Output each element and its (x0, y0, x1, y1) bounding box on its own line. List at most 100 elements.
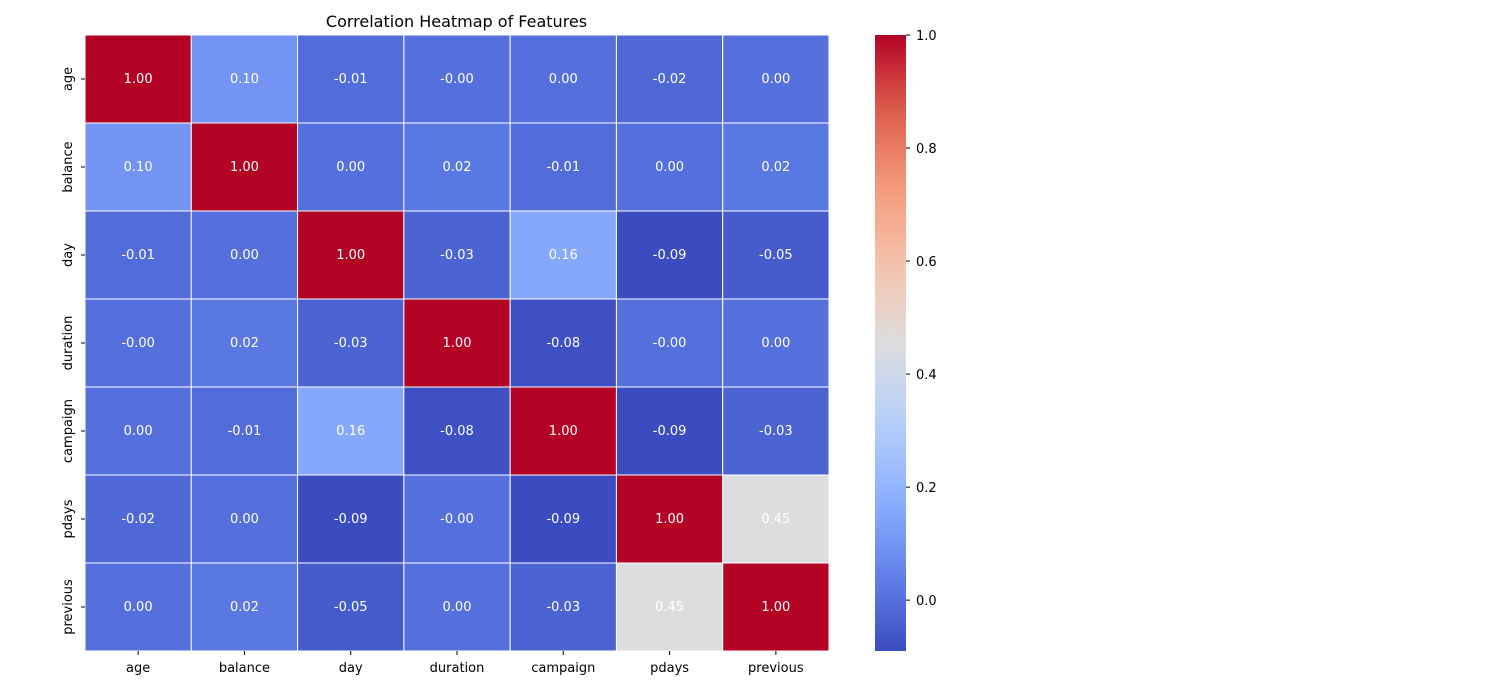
y-tick-label: campaign (61, 399, 76, 463)
cell-label: -0.08 (440, 424, 474, 439)
cell-label: 0.02 (761, 160, 790, 175)
heatmap-cell (615, 298, 724, 388)
cell-label: -0.00 (653, 336, 687, 351)
heatmap-cell (403, 474, 511, 564)
colorbar-tick-label: 0.0 (916, 594, 937, 609)
cell-label: -0.01 (121, 248, 155, 263)
heatmap-cell (84, 298, 192, 388)
cell-label: 1.00 (124, 72, 153, 87)
heatmap-cell (190, 298, 299, 388)
cell-label: 0.02 (230, 600, 259, 615)
cell-label: -0.00 (440, 512, 474, 527)
cell-label: 1.00 (761, 600, 790, 615)
heatmap-cell (84, 562, 192, 652)
heatmap-cell (722, 474, 830, 564)
cell-label: 0.45 (655, 600, 684, 615)
cell-label: 0.02 (230, 336, 259, 351)
cell-label: 1.00 (336, 248, 365, 263)
heatmap-cell (509, 122, 617, 212)
cell-label: 1.00 (443, 336, 472, 351)
heatmap-cell (84, 34, 192, 124)
cell-label: -0.05 (334, 600, 368, 615)
cell-label: -0.03 (440, 248, 474, 263)
cell-label: -0.03 (759, 424, 793, 439)
heatmap-cell (84, 474, 192, 564)
heatmap-cell (403, 210, 511, 300)
cell-label: -0.03 (334, 336, 368, 351)
cell-label: 0.16 (336, 424, 365, 439)
cell-label: 1.00 (549, 424, 578, 439)
x-axis: age balance day duration campaign pdays previo… (126, 651, 804, 676)
cell-label: -0.00 (121, 336, 155, 351)
cell-label: 1.00 (655, 512, 684, 527)
cell-label: -0.01 (546, 160, 580, 175)
heatmap-cell (297, 122, 405, 212)
heatmap-cell (297, 34, 405, 124)
colorbar-tick-label: 0.6 (916, 255, 937, 270)
cell-label: 0.00 (443, 600, 472, 615)
cell-label: 0.45 (761, 512, 790, 527)
cell-label: 0.10 (124, 160, 153, 175)
y-tick-label: day (61, 243, 76, 267)
cell-label: 0.16 (549, 248, 578, 263)
x-tick-label: duration (430, 661, 485, 676)
colorbar-tick-label: 0.4 (916, 368, 937, 383)
cell-label: 0.00 (230, 248, 259, 263)
cell-label: -0.02 (653, 72, 687, 87)
cell-label: 0.00 (124, 600, 153, 615)
heatmap-cell (297, 386, 405, 476)
cell-label: 0.00 (230, 512, 259, 527)
colorbar: 0.0 0.2 0.4 0.6 0.8 1.0 (875, 29, 937, 651)
heatmap-cell (722, 298, 830, 388)
heatmap-cell (509, 210, 617, 300)
heatmap-cell (722, 122, 830, 212)
heatmap-cell (190, 34, 299, 124)
cell-label: 0.00 (761, 72, 790, 87)
y-axis: age balance day duration campaign pdays previo… (61, 67, 85, 635)
heatmap-cell (615, 34, 724, 124)
heatmap-cell (509, 562, 617, 652)
y-tick-label: age (61, 67, 76, 91)
heatmap-cell (84, 210, 192, 300)
cell-label: -0.09 (653, 248, 687, 263)
cell-label: 0.00 (655, 160, 684, 175)
heatmap-cell (403, 34, 511, 124)
heatmap-cell (615, 210, 724, 300)
heatmap-cell (509, 34, 617, 124)
heatmap-cell (722, 562, 830, 652)
heatmap-cell (615, 122, 724, 212)
colorbar-tick-label: 0.8 (916, 142, 937, 157)
colorbar-tick-label: 0.2 (916, 481, 937, 496)
x-tick-label: campaign (531, 661, 595, 676)
cell-label: 1.00 (230, 160, 259, 175)
cell-label: -0.09 (334, 512, 368, 527)
cell-label: -0.08 (546, 336, 580, 351)
y-tick-label: duration (61, 316, 76, 371)
heatmap-cell (297, 474, 405, 564)
cell-label: -0.00 (440, 72, 474, 87)
y-tick-label: pdays (61, 499, 76, 538)
colorbar-gradient (875, 35, 906, 651)
y-tick-label: previous (61, 579, 76, 635)
x-tick-label: day (339, 661, 363, 676)
heatmap-cell (403, 562, 511, 652)
cell-label: 0.00 (761, 336, 790, 351)
cell-label: 0.00 (336, 160, 365, 175)
heatmap-cell (403, 298, 511, 388)
heatmap-cell (190, 210, 299, 300)
x-tick-label: pdays (650, 661, 689, 676)
cell-label: -0.03 (546, 600, 580, 615)
heatmap-cell (297, 562, 405, 652)
heatmap-cell (722, 386, 830, 476)
heatmap-cell (722, 210, 830, 300)
heatmap-cell (190, 474, 299, 564)
cell-label: 0.10 (230, 72, 259, 87)
heatmap-cell (84, 386, 192, 476)
cell-label: -0.05 (759, 248, 793, 263)
cell-label: -0.02 (121, 512, 155, 527)
heatmap-cells: 1.00 0.10 -0.01 -0.00 0.00 -0.02 0.00 0.10 1.00 0… (84, 34, 830, 652)
cell-label: -0.01 (334, 72, 368, 87)
heatmap-cell (297, 210, 405, 300)
